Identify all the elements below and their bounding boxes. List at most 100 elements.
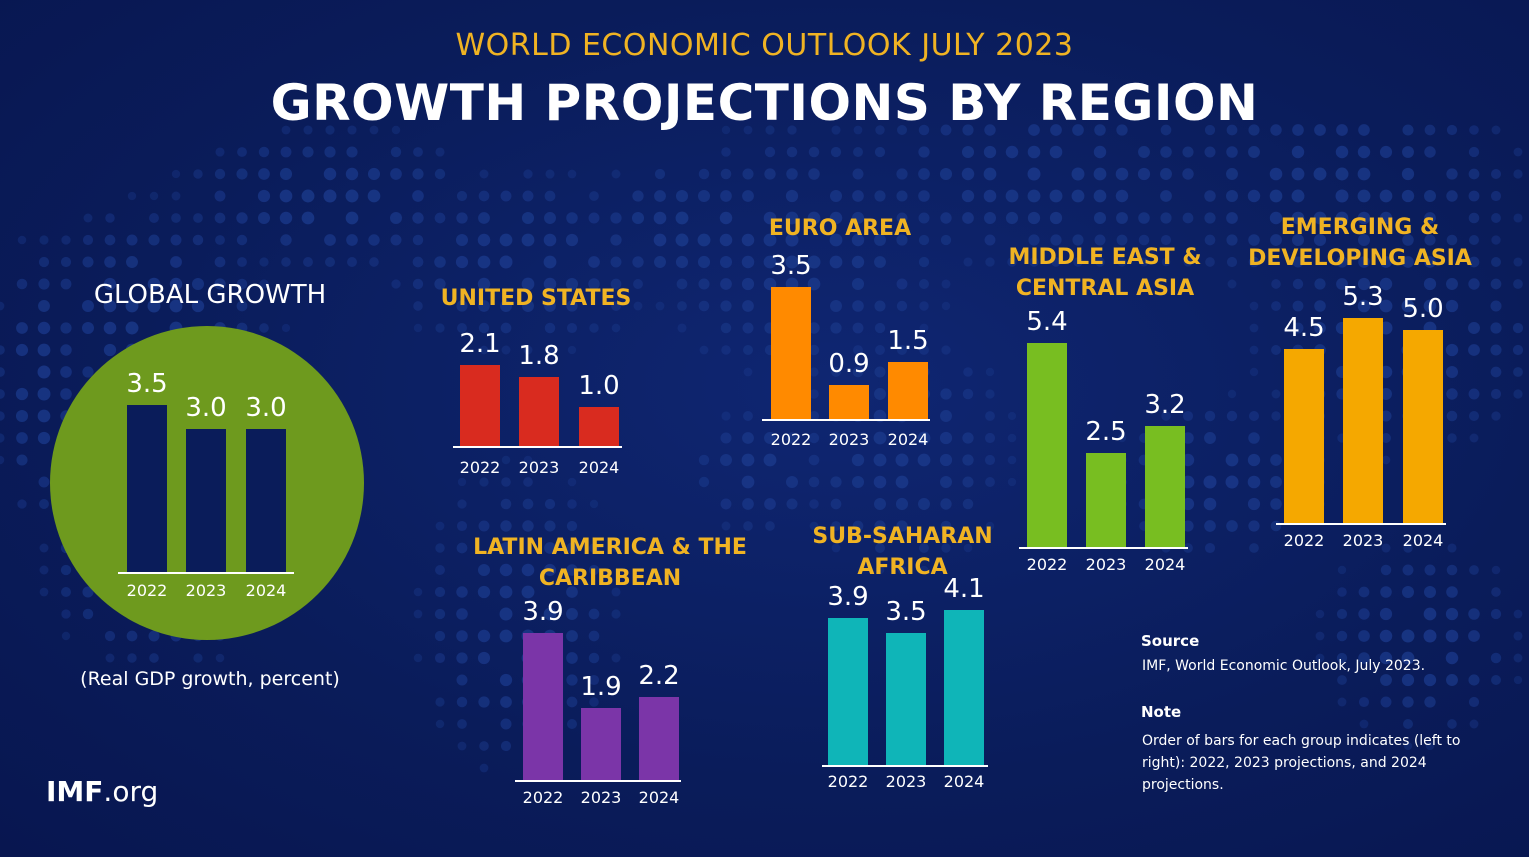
map-dot: [1292, 278, 1304, 290]
map-dot: [809, 521, 819, 531]
map-dot: [1292, 322, 1304, 334]
value-label-global-2024: 3.0: [245, 392, 287, 423]
map-dot: [1248, 432, 1260, 444]
map-dot: [918, 168, 930, 180]
map-dot: [1007, 477, 1017, 487]
map-dot: [1226, 212, 1238, 224]
map-dot: [38, 476, 50, 488]
map-dot: [16, 432, 28, 444]
map-dot: [808, 322, 820, 334]
map-dot: [896, 212, 908, 224]
map-dot: [940, 212, 952, 224]
map-dot: [477, 563, 491, 577]
map-dot: [1490, 388, 1502, 400]
map-dot: [1291, 211, 1305, 225]
map-dot: [1424, 696, 1436, 708]
map-dot: [193, 653, 203, 663]
value-label-eda-2024: 5.0: [1402, 293, 1444, 324]
map-dot: [917, 431, 931, 445]
map-dot: [874, 498, 886, 510]
map-dot: [851, 453, 865, 467]
map-dot: [808, 146, 820, 158]
map-dot: [435, 323, 445, 333]
map-dot: [962, 454, 974, 466]
map-dot: [435, 147, 445, 157]
map-dot: [831, 543, 841, 553]
map-dot: [214, 212, 226, 224]
map-dot: [280, 146, 292, 158]
map-dot: [1425, 741, 1435, 751]
map-dot: [258, 168, 270, 180]
map-dot: [499, 541, 513, 555]
map-dot: [347, 257, 357, 267]
map-dot: [1490, 366, 1502, 378]
map-dot: [1468, 344, 1480, 356]
map-dot: [1182, 520, 1194, 532]
map-dot: [610, 256, 622, 268]
map-dot: [1469, 125, 1479, 135]
map-dot: [1403, 741, 1413, 751]
map-dot: [1005, 211, 1019, 225]
map-dot: [545, 345, 555, 355]
map-dot: [1051, 257, 1061, 267]
chart-title-latam: LATIN AMERICA & THE CARIBBEAN: [473, 535, 747, 591]
map-dot: [39, 499, 49, 509]
map-dot: [60, 586, 72, 598]
bar-global-2023: [186, 428, 226, 572]
map-dot: [941, 543, 951, 553]
map-dot: [1469, 565, 1479, 575]
map-dot: [1007, 455, 1017, 465]
map-dot: [1381, 455, 1391, 465]
imf-logo[interactable]: IMF.org: [46, 775, 158, 808]
map-dot: [918, 146, 930, 158]
map-dot: [1226, 520, 1238, 532]
map-dot: [60, 388, 72, 400]
map-dot: [675, 255, 689, 269]
map-dot: [434, 168, 446, 180]
axis-line-meca: [1019, 547, 1188, 549]
map-dot: [1138, 212, 1150, 224]
map-dot: [478, 212, 490, 224]
map-dot: [1204, 190, 1216, 202]
map-dot: [565, 233, 579, 247]
map-dot: [456, 542, 468, 554]
map-dot: [500, 300, 512, 312]
map-dot: [1379, 629, 1393, 643]
map-dot: [236, 300, 248, 312]
map-dot: [1337, 565, 1347, 575]
map-dot: [1380, 388, 1392, 400]
map-dot: [873, 475, 887, 489]
map-dot: [566, 652, 578, 664]
map-dot: [831, 125, 841, 135]
map-dot: [544, 498, 556, 510]
map-dot: [1381, 543, 1391, 553]
map-dot: [611, 323, 621, 333]
map-dot: [60, 344, 72, 356]
map-dot: [391, 125, 401, 135]
map-dot: [1490, 322, 1502, 334]
map-dot: [259, 323, 269, 333]
map-dot: [1204, 432, 1216, 444]
map-dot: [303, 257, 313, 267]
map-dot: [874, 146, 886, 158]
map-dot: [697, 233, 711, 247]
map-dot: [478, 322, 490, 334]
map-dot: [743, 521, 753, 531]
map-dot: [786, 432, 798, 444]
map-dot: [830, 476, 842, 488]
map-dot: [1028, 234, 1040, 246]
map-dot: [742, 322, 754, 334]
map-dot: [323, 189, 337, 203]
map-dot: [1204, 124, 1216, 136]
map-dot: [566, 586, 578, 598]
map-dot: [214, 278, 226, 290]
map-dot: [896, 234, 908, 246]
map-dot: [1160, 146, 1172, 158]
value-label-ssa-2024: 4.1: [943, 574, 985, 605]
map-dot: [807, 255, 821, 269]
map-dot: [39, 587, 49, 597]
map-dot: [1313, 233, 1327, 247]
value-label-latam-2024: 2.2: [638, 661, 680, 692]
map-dot: [457, 477, 467, 487]
map-dot: [720, 454, 732, 466]
